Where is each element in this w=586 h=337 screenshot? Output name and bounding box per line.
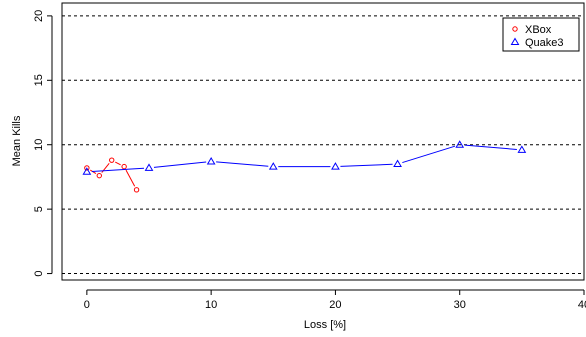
legend-box [502, 17, 580, 52]
legend-xbox-marker [512, 26, 518, 32]
data-point [82, 167, 92, 175]
series-line-segment [464, 144, 517, 150]
x-axis-title: Loss [%] [304, 319, 346, 331]
x-tick-label: 40 [578, 299, 586, 311]
axes: 0 10 20 30 40 0 5 10 15 20 [33, 10, 586, 311]
y-tick-label: 5 [33, 206, 45, 212]
series-line-segment [153, 161, 207, 168]
x-tick-label: 30 [454, 299, 466, 311]
plot-frame [61, 2, 585, 281]
series-line-segment [91, 167, 145, 172]
data-point [455, 140, 465, 148]
legend-quake3-marker [510, 37, 520, 45]
series-line-segment [402, 145, 456, 164]
x-tick-label: 20 [329, 299, 341, 311]
data-point [121, 163, 127, 170]
y-tick-label: 20 [33, 10, 45, 22]
x-tick-label: 10 [205, 299, 217, 311]
data-point [331, 162, 340, 170]
data-point [144, 163, 154, 171]
legend-xbox-label: XBox [525, 24, 552, 36]
series-line-segment [340, 163, 393, 167]
series-line-segment [216, 161, 269, 167]
data-point [393, 159, 402, 168]
data-point [84, 165, 90, 171]
y-tick-label: 15 [33, 74, 45, 86]
y-axis-title: Mean Kills [11, 115, 23, 166]
data-point [109, 157, 115, 163]
data-point [517, 145, 527, 153]
series-xbox [84, 157, 140, 193]
data-point [96, 172, 102, 179]
x-tick-label: 0 [84, 299, 90, 311]
series-line-segment [125, 169, 136, 187]
data-point [206, 156, 216, 165]
data-point [268, 162, 278, 170]
series-quake3 [82, 140, 527, 175]
legend-quake3-label: Quake3 [525, 37, 564, 49]
grid-lines [62, 15, 584, 275]
data-point [133, 187, 140, 193]
series [82, 140, 527, 193]
series-line-segment [115, 161, 121, 166]
legend: XBox Quake3 [502, 17, 580, 52]
y-tick-label: 10 [33, 139, 45, 151]
y-tick-label: 0 [33, 270, 45, 276]
